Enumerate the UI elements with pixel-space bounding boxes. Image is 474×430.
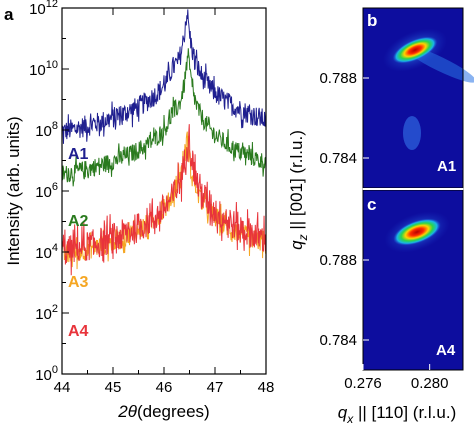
panel-c-y-ticks: 0.788 0.784 bbox=[319, 252, 369, 349]
map-x-tick-label: 0.276 bbox=[344, 375, 382, 392]
y-tick-base: 10 bbox=[35, 367, 52, 384]
y-tick-base: 10 bbox=[35, 184, 52, 201]
y-tick-exponent: 10 bbox=[46, 59, 58, 71]
qz-symbol: q bbox=[287, 240, 306, 250]
y-tick-base: 10 bbox=[35, 245, 52, 262]
panel-c-letter: c bbox=[367, 195, 376, 214]
panel-b-sample-label: A1 bbox=[437, 158, 456, 175]
y-tick-label: 102 bbox=[35, 303, 58, 323]
map-y-tick-label: 0.788 bbox=[319, 252, 357, 269]
panel-b-letter: b bbox=[367, 11, 377, 30]
y-tick-exponent: 12 bbox=[46, 0, 58, 10]
xrd-curves bbox=[62, 9, 266, 276]
series-label-a4: A4 bbox=[68, 323, 89, 340]
x-tick-label: 44 bbox=[54, 379, 71, 396]
panel-b-peak bbox=[392, 36, 438, 64]
panel-a-frame bbox=[61, 7, 267, 375]
y-tick-label: 104 bbox=[35, 242, 58, 262]
y-tick-base: 10 bbox=[35, 306, 52, 323]
x-tick-label: 45 bbox=[105, 379, 122, 396]
panel-c-sample-label: A4 bbox=[436, 342, 456, 359]
x-axis-label: 2θ(degrees) bbox=[117, 402, 209, 421]
qx-rest: || [110] (r.l.u.) bbox=[353, 403, 456, 422]
x-axis-unit: (degrees) bbox=[137, 402, 210, 421]
y-tick-label: 108 bbox=[35, 120, 58, 140]
series-label-a2: A2 bbox=[68, 213, 89, 230]
y-tick-label: 106 bbox=[35, 181, 58, 201]
series-line-a4 bbox=[62, 124, 266, 276]
qz-subscript: z bbox=[296, 234, 310, 241]
x-tick-label: 46 bbox=[156, 379, 173, 396]
qz-axis-label: qz || [001] (r.l.u.) bbox=[287, 130, 310, 250]
panel-c-peak bbox=[393, 218, 441, 246]
panel-b-map: b A1 0.788 0.784 bbox=[319, 7, 474, 189]
series-label-a3: A3 bbox=[68, 274, 89, 291]
x-tick-label: 47 bbox=[207, 379, 224, 396]
y-tick-exponent: 6 bbox=[52, 181, 58, 193]
y-tick-exponent: 0 bbox=[52, 364, 58, 376]
y-tick-base: 10 bbox=[35, 123, 52, 140]
qx-symbol: q bbox=[338, 403, 348, 422]
map-y-tick-label: 0.788 bbox=[319, 70, 357, 87]
x-axis-symbol: 2θ bbox=[117, 402, 137, 421]
panel-c-x-ticks: 0.276 0.280 bbox=[344, 364, 448, 392]
y-tick-base: 10 bbox=[29, 62, 46, 79]
y-tick-exponent: 4 bbox=[52, 242, 58, 254]
y-tick-label: 1010 bbox=[29, 59, 58, 79]
y-tick-label: 1012 bbox=[29, 0, 58, 18]
panel-a-x-ticks: 44 45 46 47 48 bbox=[54, 8, 275, 396]
panel-b-y-ticks: 0.788 0.784 bbox=[319, 70, 369, 167]
y-tick-exponent: 8 bbox=[52, 120, 58, 132]
map-y-tick-label: 0.784 bbox=[319, 332, 357, 349]
x-tick-label: 48 bbox=[258, 379, 275, 396]
map-x-tick-label: 0.280 bbox=[411, 375, 449, 392]
qx-subscript: x bbox=[346, 412, 354, 426]
panel-a-letter: a bbox=[4, 5, 14, 24]
y-tick-exponent: 2 bbox=[52, 303, 58, 315]
series-line-a2 bbox=[62, 48, 266, 187]
series-line-a1 bbox=[62, 9, 266, 144]
y-axis-label: Intensity (arb. units) bbox=[4, 116, 23, 265]
series-labels: A1 A2 A3 A4 bbox=[68, 146, 89, 340]
qx-axis-label: qx || [110] (r.l.u.) bbox=[338, 403, 456, 426]
y-tick-base: 10 bbox=[29, 1, 46, 18]
map-y-tick-label: 0.784 bbox=[319, 150, 357, 167]
qz-rest: || [001] (r.l.u.) bbox=[287, 130, 306, 234]
y-tick-label: 100 bbox=[35, 364, 58, 384]
series-label-a1: A1 bbox=[68, 146, 89, 163]
panel-b-diffuse-spot bbox=[403, 116, 421, 150]
